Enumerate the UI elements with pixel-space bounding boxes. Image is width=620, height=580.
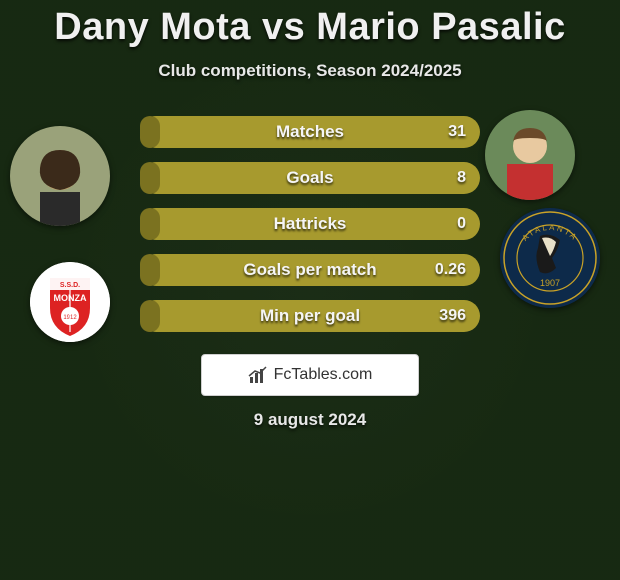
stat-bar: Goals 8 (140, 162, 480, 194)
stat-bar: Matches 31 (140, 116, 480, 148)
stat-label: Goals per match (140, 254, 480, 286)
brand-badge[interactable]: FcTables.com (201, 354, 419, 396)
stat-value: 0.26 (435, 254, 466, 286)
svg-text:S.S.D.: S.S.D. (60, 282, 80, 289)
avatar-icon (10, 126, 110, 226)
stat-value: 8 (457, 162, 466, 194)
stat-bar-fill (140, 300, 160, 332)
page-title: Dany Mota vs Mario Pasalic (0, 0, 620, 49)
club-right-logo: 1907 ATALANTA (500, 208, 600, 308)
chart-icon (248, 365, 268, 385)
stat-value: 0 (457, 208, 466, 240)
stat-label: Goals (140, 162, 480, 194)
stat-bar-fill (140, 208, 160, 240)
stat-label: Hattricks (140, 208, 480, 240)
comparison-card: Dany Mota vs Mario Pasalic Club competit… (0, 0, 620, 580)
club-logo-icon: 1907 ATALANTA (500, 208, 600, 308)
stat-bar: Min per goal 396 (140, 300, 480, 332)
player-right-avatar (485, 110, 575, 200)
stat-value: 396 (439, 300, 466, 332)
stat-bar-fill (140, 116, 160, 148)
subtitle: Club competitions, Season 2024/2025 (0, 61, 620, 81)
stat-label: Min per goal (140, 300, 480, 332)
stat-value: 31 (448, 116, 466, 148)
brand-text: FcTables.com (274, 366, 373, 384)
stat-bars: Matches 31 Goals 8 Hattricks 0 Goals per… (140, 116, 480, 346)
player-left-avatar (10, 126, 110, 226)
stat-bar: Hattricks 0 (140, 208, 480, 240)
stat-label: Matches (140, 116, 480, 148)
stat-bar: Goals per match 0.26 (140, 254, 480, 286)
svg-text:1907: 1907 (540, 278, 560, 288)
avatar-icon (485, 110, 575, 200)
club-logo-icon: S.S.D. MONZA 1912 (30, 262, 110, 342)
stat-bar-fill (140, 254, 160, 286)
date-text: 9 august 2024 (0, 410, 620, 430)
stat-bar-fill (140, 162, 160, 194)
club-left-logo: S.S.D. MONZA 1912 (30, 262, 110, 342)
